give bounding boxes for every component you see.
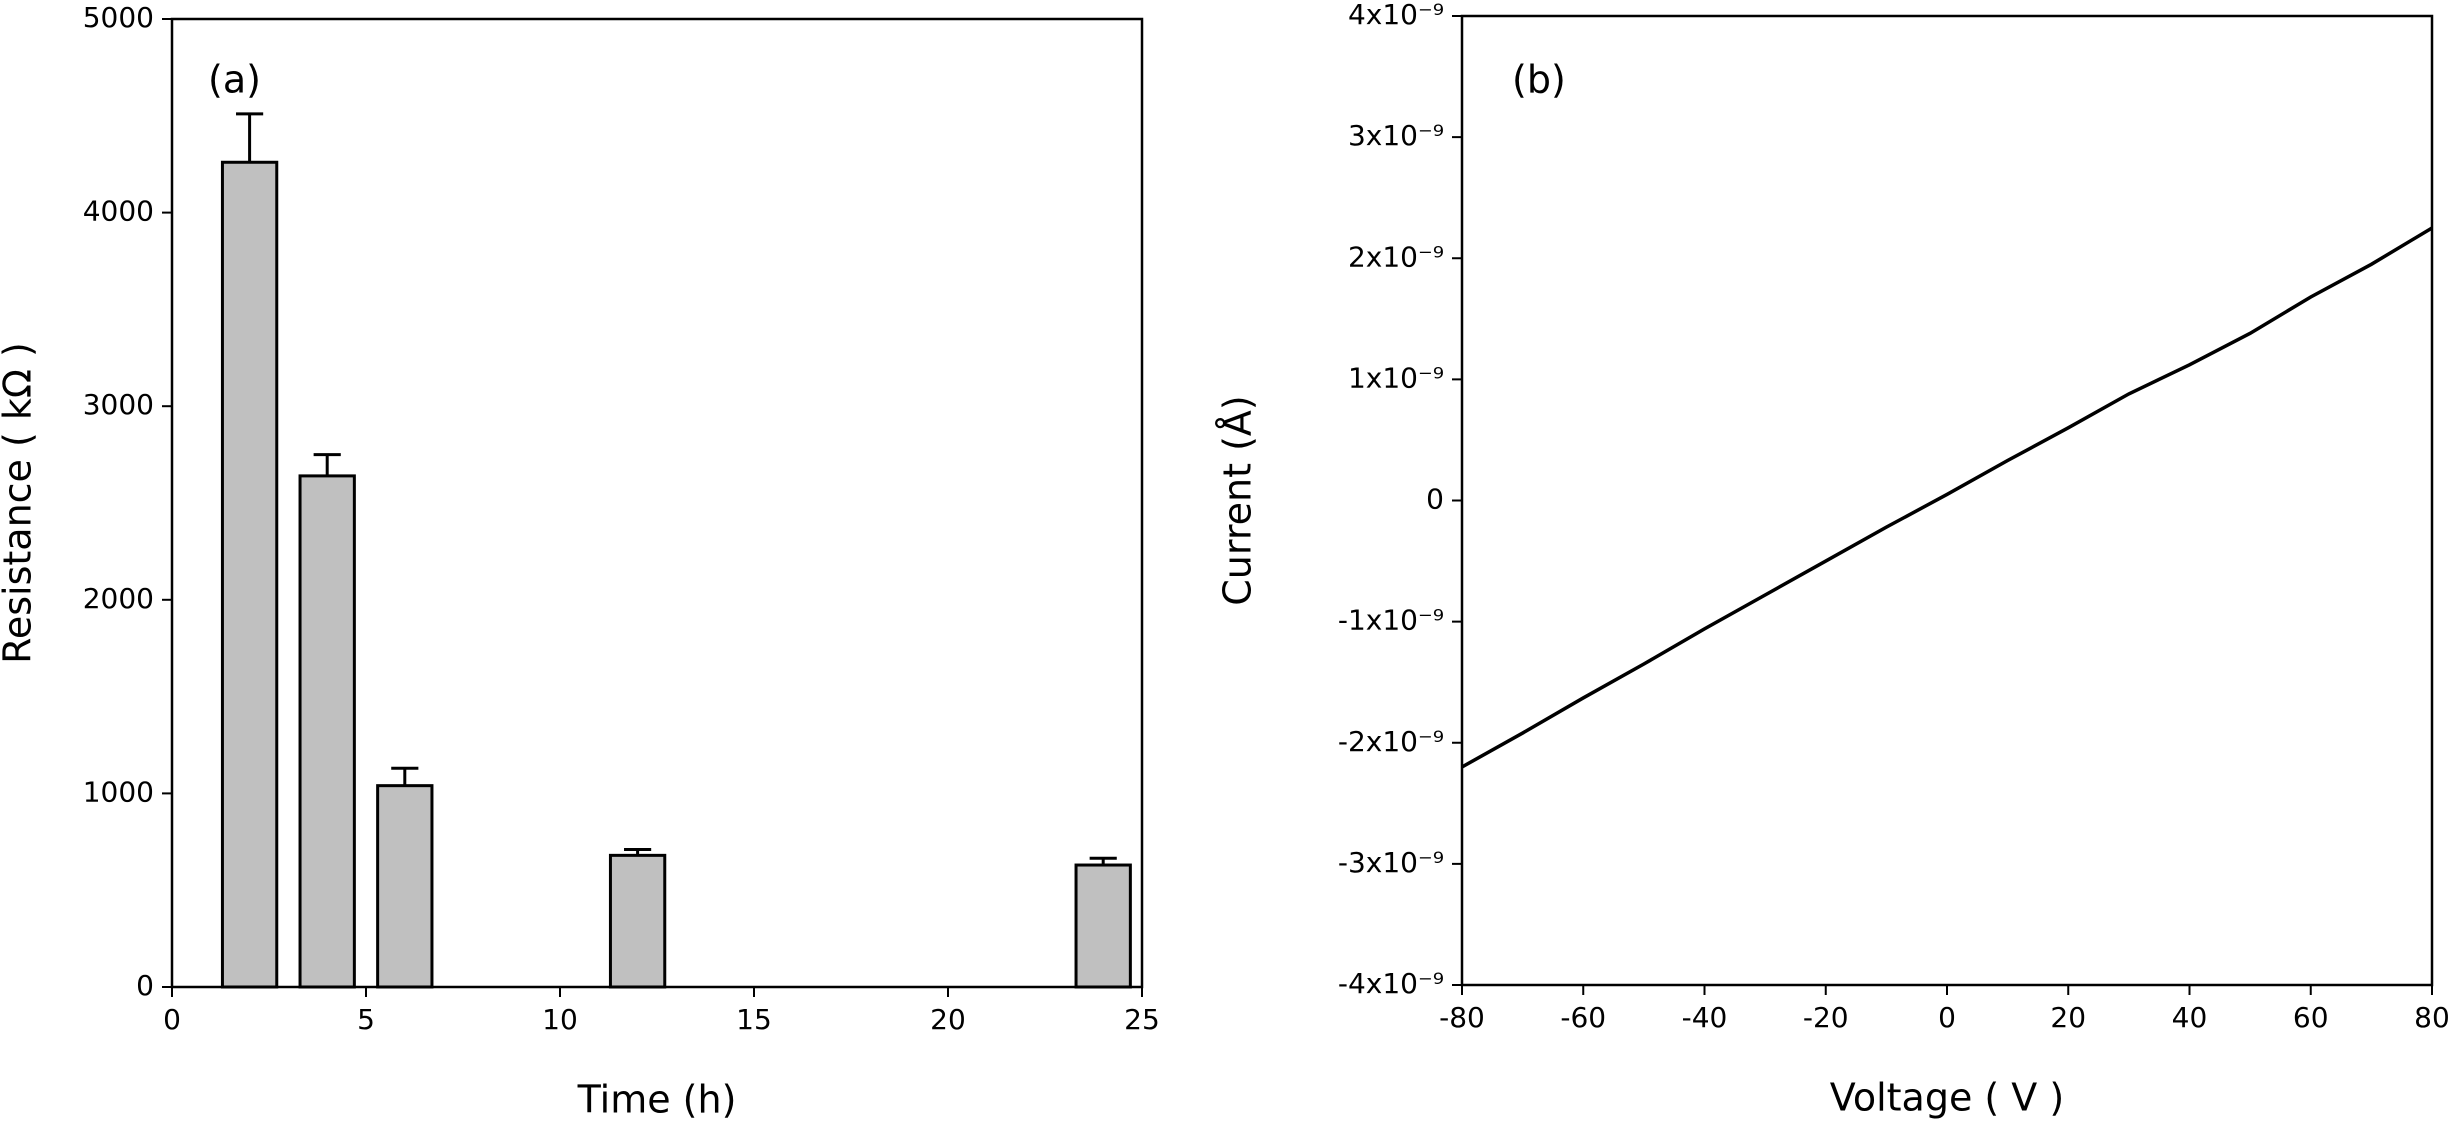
bar [608,853,667,989]
y-axis-label: Current (Å) [1216,395,1260,605]
x-tick-label: 40 [2172,1001,2208,1034]
x-tick-label: -40 [1682,1001,1728,1034]
y-tick-label: 3000 [83,388,154,421]
y-tick-label: -2x10⁻⁹ [1338,725,1444,758]
panel-label: (a) [208,58,261,102]
y-tick-label: -1x10⁻⁹ [1338,604,1444,637]
bar [376,784,434,989]
y-tick-label: 0 [1426,483,1444,516]
x-tick-label: 10 [542,1003,578,1036]
y-tick-label: 1000 [83,775,154,808]
x-tick-label: 20 [930,1003,966,1036]
x-tick-label: -80 [1439,1001,1485,1034]
x-tick-label: -20 [1803,1001,1849,1034]
y-tick-label: 4000 [83,195,154,228]
y-tick-label: 3x10⁻⁹ [1348,119,1444,152]
bar [220,160,279,989]
x-axis-label: Time (h) [577,1078,737,1122]
y-tick-label: 2000 [83,582,154,615]
x-tick-label: 80 [2414,1001,2450,1034]
y-tick-label: 1x10⁻⁹ [1348,361,1444,394]
y-tick-label: -4x10⁻⁹ [1338,967,1444,1000]
line [1461,226,2433,769]
plot-frame [1460,14,2434,987]
x-tick-label: 15 [736,1003,772,1036]
x-tick-label: 60 [2293,1001,2329,1034]
y-axis-label: Resistance ( kΩ ) [0,342,40,664]
y-tick-label: 5000 [83,1,154,34]
x-tick-label: 0 [163,1003,181,1036]
x-tick-label: 0 [1938,1001,1956,1034]
y-tick-label: 2x10⁻⁹ [1348,240,1444,273]
bar [298,474,356,989]
panel-label: (b) [1512,58,1566,102]
x-tick-label: -60 [1560,1001,1606,1034]
x-tick-label: 25 [1124,1003,1160,1036]
bar [1074,863,1132,989]
y-tick-label: -3x10⁻⁹ [1338,846,1444,879]
y-tick-label: 4x10⁻⁹ [1348,0,1444,31]
plot-frame [170,17,1144,989]
x-tick-label: 20 [2050,1001,2086,1034]
x-tick-label: 5 [357,1003,375,1036]
y-tick-label: 0 [136,969,154,1002]
x-axis-label: Voltage ( V ) [1830,1076,2064,1120]
